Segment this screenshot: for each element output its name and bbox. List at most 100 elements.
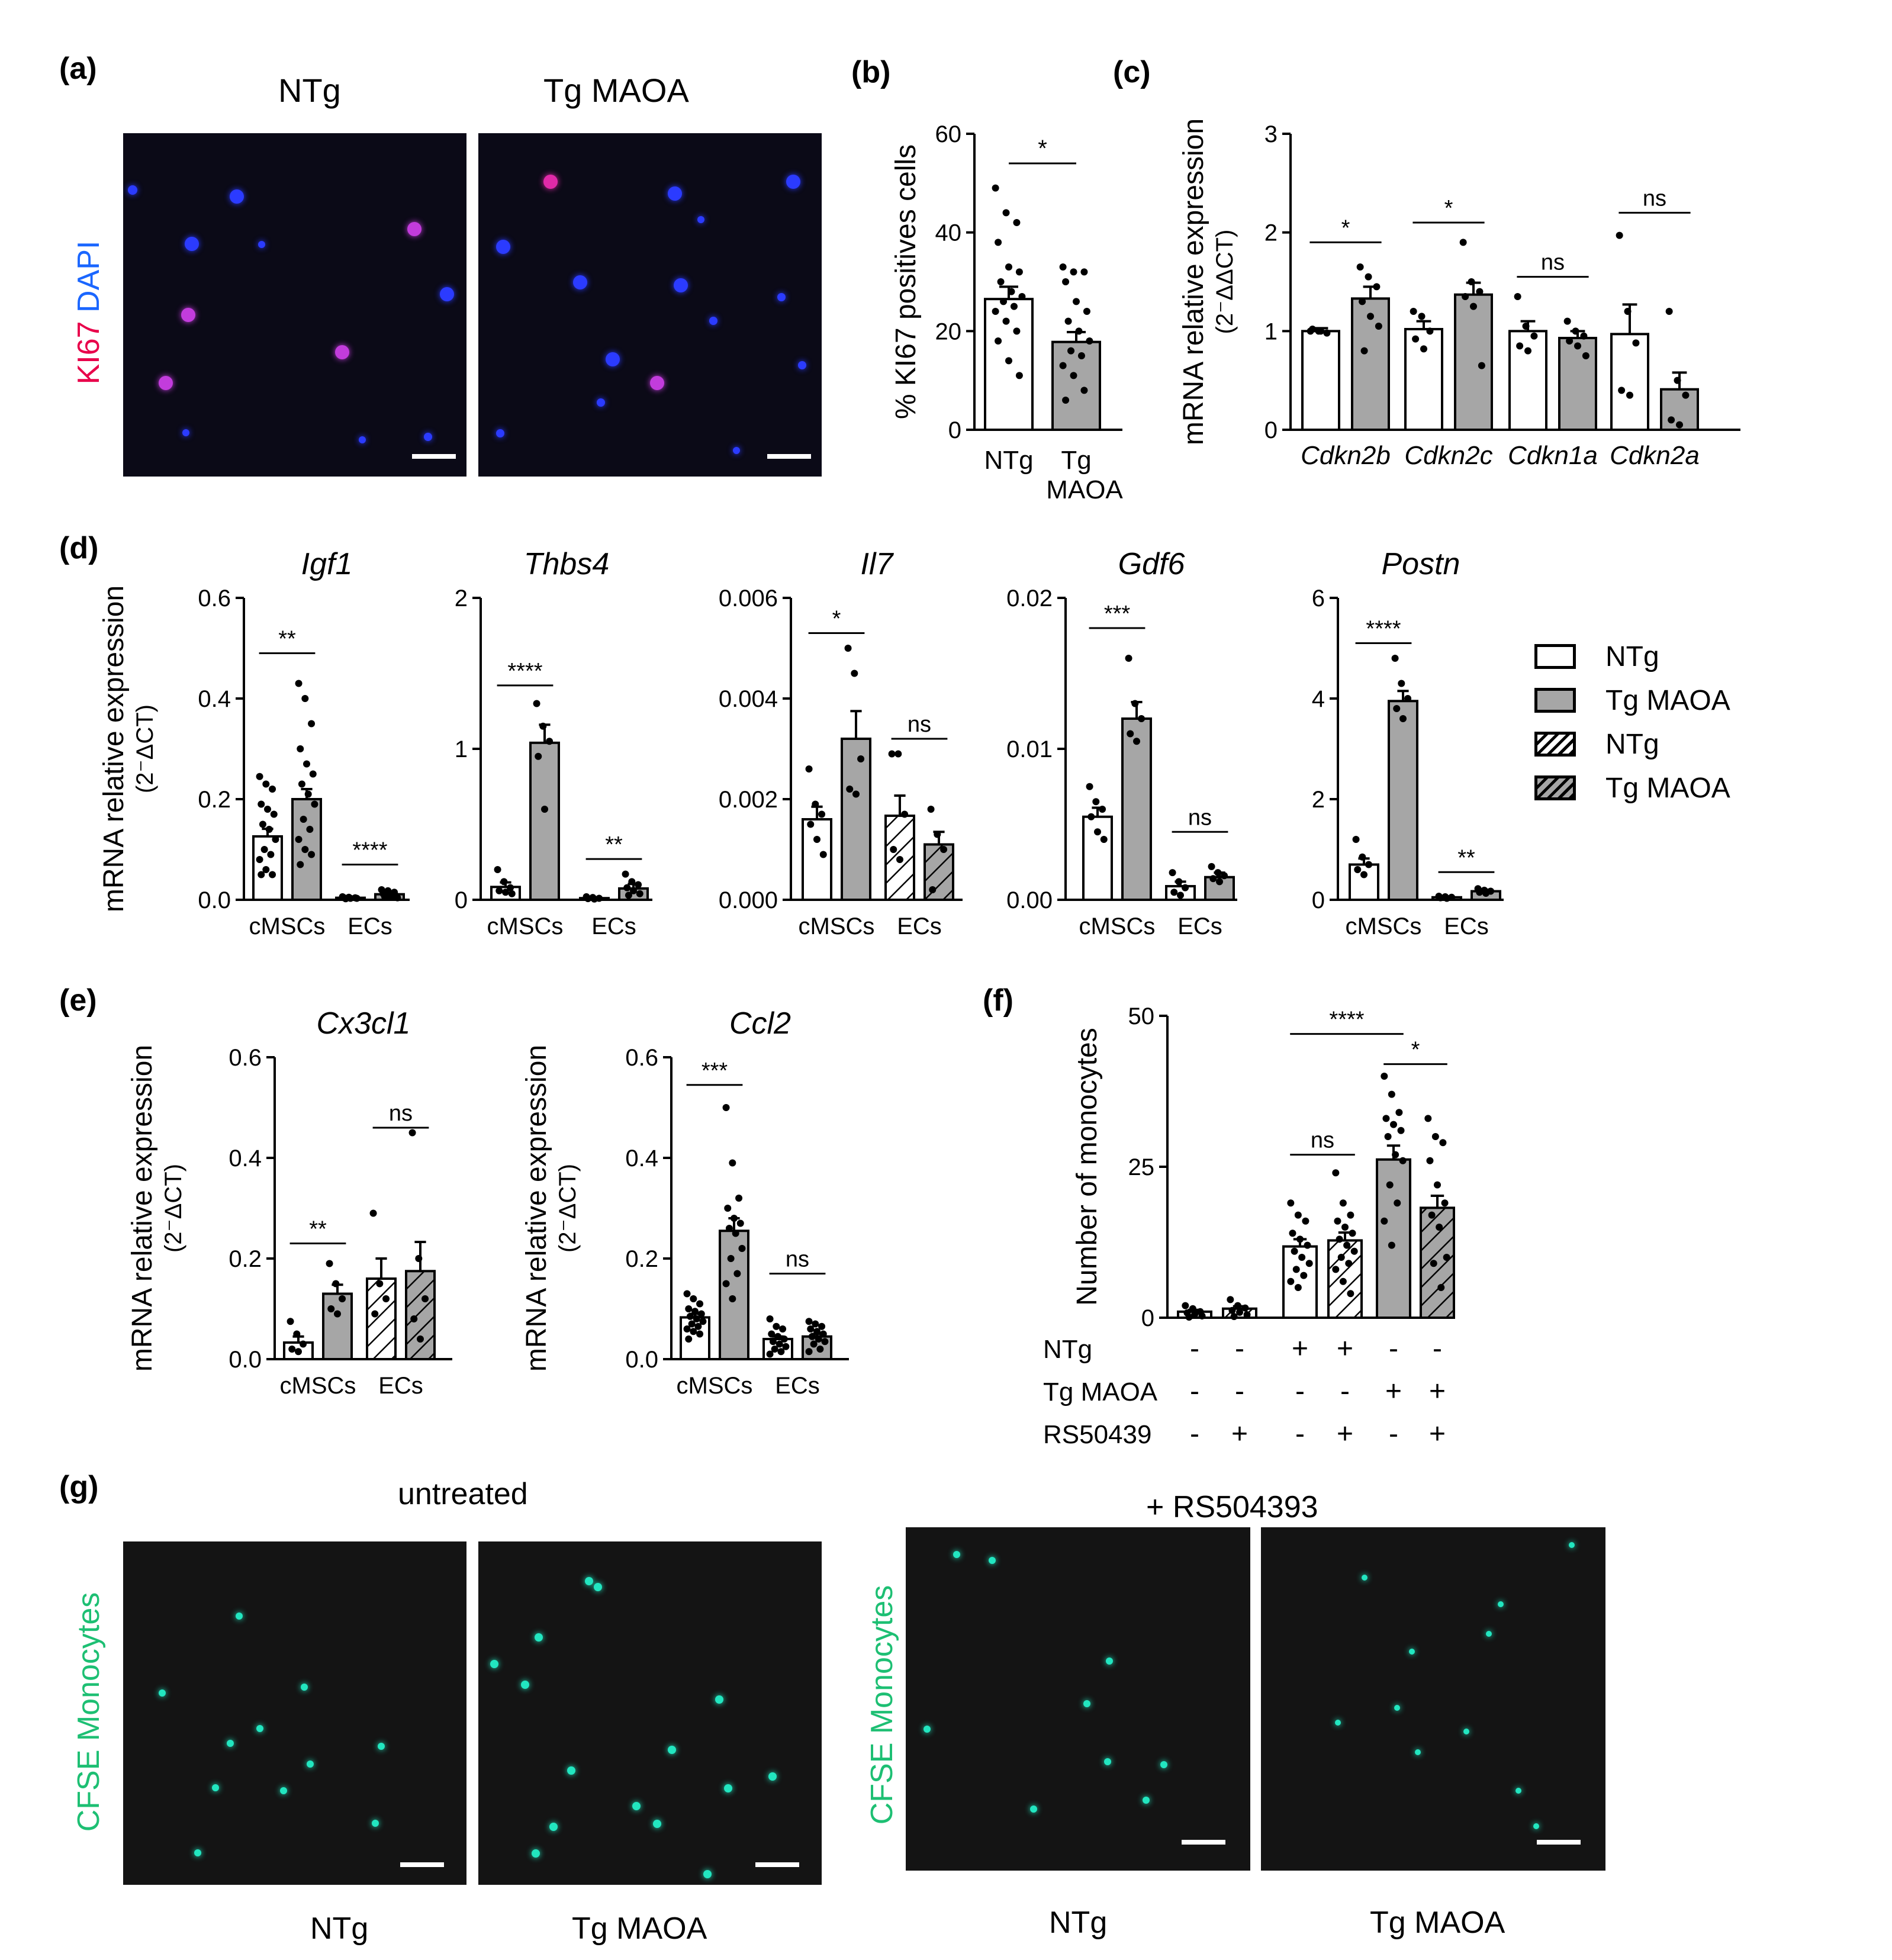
data-point [635, 881, 642, 889]
data-point [766, 1315, 774, 1322]
cell-marker [1463, 1729, 1469, 1734]
chart-d4: 0.00 0.01 0.02 Gdf6 cMSCs ECs *** ns [1006, 547, 1237, 939]
chart-title: Gdf6 [1118, 547, 1185, 581]
data-point [1075, 327, 1083, 335]
data-point [1381, 1073, 1388, 1080]
data-point [997, 278, 1005, 285]
data-point [1382, 1115, 1390, 1122]
data-point [1349, 1230, 1356, 1237]
cell-marker [953, 1551, 960, 1558]
data-point [1437, 894, 1444, 902]
data-point [852, 790, 860, 798]
data-point [339, 1295, 346, 1302]
data-point [736, 1219, 744, 1227]
significance-label: * [1444, 196, 1453, 221]
data-point [387, 893, 395, 901]
data-point [1524, 347, 1531, 355]
significance-label: ns [389, 1101, 413, 1126]
cell-marker [1160, 1761, 1167, 1768]
data-point [1005, 357, 1012, 365]
y-tick-label: 0 [948, 417, 961, 443]
data-point [270, 810, 278, 818]
bar [1508, 330, 1547, 431]
data-point [371, 1310, 379, 1318]
data-point [415, 1255, 423, 1262]
data-point [1336, 1235, 1343, 1243]
data-point [1013, 327, 1021, 335]
data-point [1015, 268, 1023, 276]
cell-marker [194, 1849, 201, 1856]
data-point [773, 1322, 780, 1330]
data-point [1426, 327, 1434, 335]
data-point [929, 886, 937, 893]
data-point [421, 1295, 429, 1302]
cell-marker [159, 1689, 166, 1697]
data-point [1441, 1199, 1449, 1207]
y-tick-label: 60 [935, 121, 962, 147]
data-point [1399, 1157, 1407, 1164]
y-tick-label: 50 [1128, 1003, 1155, 1029]
data-point [805, 765, 813, 773]
micrograph-cfse-ntg-rs504393 [906, 1527, 1250, 1871]
data-point [685, 1305, 693, 1312]
data-point [1298, 1254, 1306, 1261]
cell-marker [549, 1823, 558, 1831]
data-point [1434, 1181, 1441, 1189]
significance-label: ns [786, 1247, 809, 1272]
data-point [1343, 1241, 1351, 1249]
data-point [1236, 1308, 1243, 1316]
bar [1558, 337, 1597, 431]
data-point [927, 806, 935, 813]
factor-mark: - [1340, 1376, 1350, 1407]
data-point [297, 861, 304, 868]
data-point [1676, 421, 1683, 429]
data-point [934, 831, 941, 838]
y-tick-label: 0.006 [719, 585, 778, 612]
y-tick-label: 4 [1312, 686, 1325, 712]
significance-label: ** [278, 627, 296, 652]
data-point [1516, 342, 1524, 350]
data-point [1682, 391, 1690, 399]
panel-g-col-label-4: Tg MAOA [1370, 1906, 1505, 1940]
cell-marker [230, 189, 244, 204]
factor-mark: + [1337, 1418, 1353, 1450]
data-point [1381, 1217, 1388, 1225]
data-point [683, 1325, 691, 1333]
data-point [1087, 813, 1095, 820]
data-point [813, 1328, 820, 1335]
data-point [992, 184, 999, 192]
cell-marker [1498, 1601, 1504, 1607]
data-point [1309, 326, 1317, 333]
data-point [724, 1205, 732, 1212]
cell-marker [606, 352, 620, 366]
data-point [1170, 889, 1178, 896]
scale-bar [1537, 1840, 1581, 1845]
data-point [1099, 806, 1106, 813]
data-point [1182, 1302, 1189, 1309]
cell-marker [632, 1802, 641, 1810]
data-point [541, 806, 548, 813]
micrograph-ntg-ki67-dapi [123, 133, 466, 477]
data-point [394, 894, 401, 902]
data-point [1476, 889, 1484, 896]
data-point [735, 1195, 743, 1202]
data-point [311, 800, 318, 808]
y-axis-label: % KI67 positives cells [890, 144, 922, 419]
data-point [342, 895, 349, 903]
data-point [308, 720, 316, 728]
data-point [1289, 1230, 1296, 1237]
data-point [1064, 317, 1072, 325]
data-point [1354, 866, 1362, 873]
data-point [1522, 323, 1530, 330]
cell-marker [424, 433, 432, 441]
y-axis-label-unit: (2⁻ΔCT) [555, 1164, 581, 1253]
data-point [779, 1325, 787, 1333]
data-point [591, 895, 598, 903]
significance-label: ns [1541, 250, 1565, 275]
data-point [295, 680, 303, 687]
legend-swatch-ntg-hatched [1534, 732, 1576, 757]
cell-marker [185, 237, 199, 251]
group-label: Cdkn2c [1404, 441, 1492, 470]
